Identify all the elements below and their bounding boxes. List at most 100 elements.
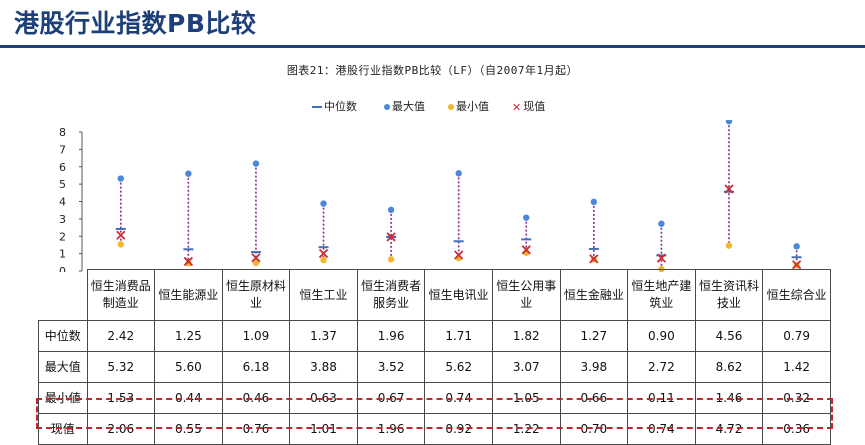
category-header-cell: 恒生原材料业 bbox=[221, 269, 291, 321]
category-header-cell: 恒生工业 bbox=[289, 269, 358, 321]
min-dot bbox=[320, 256, 327, 264]
legend-item-median: 中位数 bbox=[312, 98, 357, 114]
value-cell: 3.52 bbox=[356, 351, 426, 383]
value-cell: 1.09 bbox=[221, 320, 291, 352]
category-label-line: 恒生金融业 bbox=[563, 287, 624, 302]
current-x-stroke bbox=[116, 230, 126, 240]
current-x-stroke bbox=[521, 245, 531, 255]
category-header-cell: 恒生消费品 制造业 bbox=[86, 269, 156, 321]
current-x-stroke bbox=[589, 254, 599, 264]
category-label-line: 恒生工业 bbox=[299, 287, 348, 302]
max-dot bbox=[793, 243, 800, 250]
value-cell: 1.96 bbox=[356, 320, 426, 352]
value-cell: 1.42 bbox=[762, 351, 831, 383]
value-cell: 0.92 bbox=[424, 413, 493, 445]
category-header-cell: 恒生金融业 bbox=[559, 269, 629, 321]
category-label-line: 恒生消费品 bbox=[90, 279, 151, 293]
current-mark bbox=[386, 232, 396, 242]
legend-label-current: 现值 bbox=[523, 100, 546, 113]
value-cell: 0.90 bbox=[627, 320, 696, 352]
min-dot bbox=[185, 260, 192, 267]
y-tick-label: 0 bbox=[59, 265, 66, 272]
legend-label-min: 最小值 bbox=[456, 100, 489, 113]
max-dot bbox=[455, 170, 462, 177]
current-mark bbox=[116, 230, 126, 240]
value-cell: 0.46 bbox=[221, 382, 291, 414]
page-title: 港股行业指数PB比较 bbox=[14, 9, 257, 38]
value-cell: 0.67 bbox=[356, 382, 426, 414]
max-dot bbox=[117, 175, 124, 182]
value-cell: 1.37 bbox=[289, 320, 358, 352]
value-cell: 8.62 bbox=[694, 351, 764, 383]
min-row: 最小値 1.53 0.44 0.46 0.63 0.67 0.74 1.05 0.66 0.11 1… bbox=[38, 382, 831, 414]
y-tick-label: 3 bbox=[59, 213, 66, 226]
value-cell: 2.42 bbox=[86, 320, 156, 352]
value-cell: 1.25 bbox=[154, 320, 223, 352]
max-dot bbox=[523, 214, 530, 221]
category-header-cell: 恒生地产建 筑业 bbox=[627, 269, 696, 321]
value-cell: 1.27 bbox=[559, 320, 629, 352]
current-mark bbox=[589, 254, 599, 264]
value-cell: 1.05 bbox=[491, 382, 561, 414]
legend-item-current: ✕ 现值 bbox=[512, 98, 545, 114]
current-row: 现值 2.06 0.55 0.76 1.01 1.96 0.92 1.22 0.70 0.74 4.… bbox=[38, 413, 831, 445]
value-cell: 1.22 bbox=[491, 413, 561, 445]
chart-title: 图表21：港股行业指数PB比较（LF）（自2007年1月起） bbox=[286, 64, 579, 77]
current-mark bbox=[724, 184, 734, 194]
min-dot bbox=[725, 242, 733, 249]
value-cell: 0.74 bbox=[627, 413, 696, 445]
category-label-line: 业 bbox=[520, 296, 533, 310]
category-label-line: 恒生地产建 bbox=[631, 279, 692, 293]
max-dot bbox=[387, 206, 395, 214]
current-mark bbox=[183, 256, 194, 267]
current-x-stroke bbox=[318, 248, 329, 259]
max-dot bbox=[252, 160, 260, 167]
current-x-stroke bbox=[792, 260, 802, 270]
table-corner-cell bbox=[38, 269, 88, 321]
category-header-cell: 恒生电讯业 bbox=[424, 269, 493, 321]
value-cell: 0.44 bbox=[154, 382, 223, 414]
category-label-line: 制造业 bbox=[102, 296, 139, 310]
category-label-line: 恒生能源业 bbox=[158, 287, 219, 302]
current-mark bbox=[521, 245, 531, 255]
y-tick-label: 7 bbox=[59, 143, 66, 156]
category-header-cell: 恒生资讯科 技业 bbox=[694, 269, 764, 321]
category-label-line: 恒生原材料 bbox=[225, 279, 286, 293]
row-label: 现值 bbox=[38, 413, 88, 445]
category-label-line: 技业 bbox=[716, 296, 741, 310]
min-dot bbox=[387, 256, 395, 263]
value-cell: 0.32 bbox=[762, 382, 831, 414]
max-dot bbox=[590, 198, 598, 206]
min-dot bbox=[117, 241, 124, 248]
value-cell: 5.60 bbox=[154, 351, 223, 383]
value-cell: 0.36 bbox=[762, 413, 831, 445]
legend-label-max: 最大值 bbox=[392, 100, 425, 113]
value-cell: 2.72 bbox=[627, 351, 696, 383]
value-cell: 1.82 bbox=[491, 320, 561, 352]
category-header-cell: 恒生综合业 bbox=[762, 269, 831, 321]
value-cell: 1.71 bbox=[424, 320, 493, 352]
value-cell: 4.72 bbox=[694, 413, 764, 445]
current-x-stroke bbox=[183, 256, 194, 267]
value-cell: 5.62 bbox=[424, 351, 493, 383]
current-x-stroke bbox=[386, 232, 396, 242]
median-row: 中位数 2.42 1.25 1.09 1.37 1.96 1.71 1.82 1.27 0.90 4… bbox=[38, 320, 831, 352]
table-header-row: 恒生消费品 制造业 恒生能源业 恒生原材料业恒生工业 恒生消费者 服务业 恒生电讯业 恒生公用… bbox=[38, 269, 831, 321]
chart-plot: 0 1 2 3 4 5 6 7 8 bbox=[59, 120, 802, 272]
category-label-line: 恒生综合业 bbox=[766, 287, 827, 302]
value-cell: 0.76 bbox=[221, 413, 291, 445]
y-tick-label: 4 bbox=[59, 196, 66, 209]
legend-item-max: 最大值 bbox=[384, 98, 425, 114]
y-tick-label: 8 bbox=[59, 126, 66, 139]
current-mark bbox=[792, 260, 802, 270]
category-label-line: 恒生资讯科 bbox=[698, 279, 759, 293]
value-cell: 0.66 bbox=[559, 382, 629, 414]
current-x-stroke bbox=[454, 250, 464, 260]
y-tick-label: 6 bbox=[59, 161, 66, 174]
current-mark bbox=[318, 248, 329, 259]
value-cell: 0.70 bbox=[559, 413, 629, 445]
max-dot-icon bbox=[384, 104, 390, 110]
value-cell: 1.96 bbox=[356, 413, 426, 445]
value-cell: 2.06 bbox=[86, 413, 156, 445]
category-label-line: 恒生电讯业 bbox=[428, 287, 489, 302]
